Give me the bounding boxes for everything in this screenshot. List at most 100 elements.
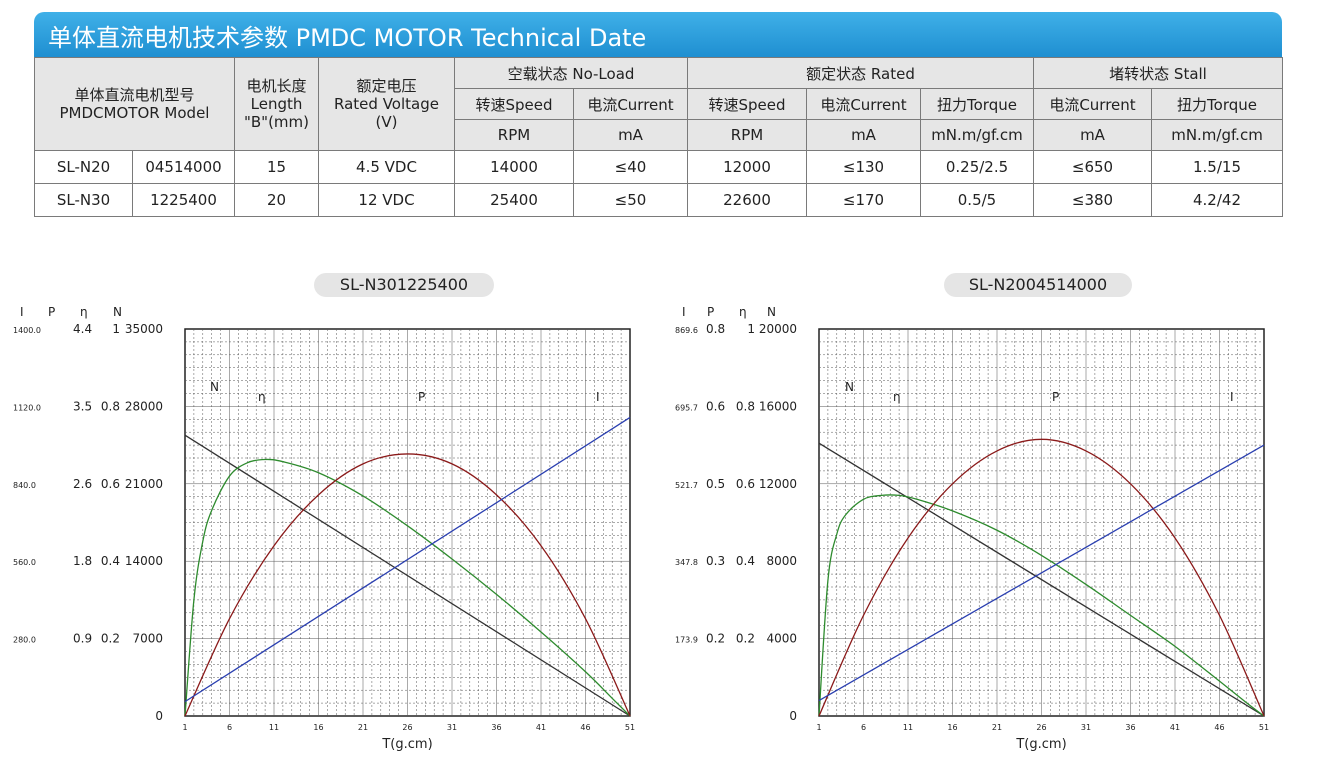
chart-title-left: SL-N301225400 <box>314 273 494 297</box>
rated-torque-header: 扭力Torque <box>920 88 1034 120</box>
x-tick-label: 21 <box>992 723 1002 732</box>
axis-header: N <box>113 305 122 319</box>
curve-label-P: P <box>418 390 425 404</box>
table-cell: 0.25/2.5 <box>920 150 1034 184</box>
model-label-en: PMDCMOTOR Model <box>59 104 210 122</box>
axis-header: η <box>739 305 747 319</box>
y-tick-label-i: 280.0 <box>13 636 36 645</box>
table-row: SL-N20 04514000 15 4.5 VDC 14000 ≤40 120… <box>34 150 1284 184</box>
x-tick-label: 11 <box>903 723 913 732</box>
x-tick-label: 1 <box>816 723 821 732</box>
table-cell: 04514000 <box>132 150 235 184</box>
y-tick-label-n: 14000 <box>125 554 163 568</box>
y-tick-label-p: 0.5 <box>706 477 725 491</box>
curve-label-N: N <box>210 380 219 394</box>
noload-speed-header: 转速Speed <box>454 88 574 120</box>
x-axis-label: T(g.cm) <box>381 737 432 752</box>
x-tick-label: 46 <box>1214 723 1224 732</box>
y-tick-label-n: 16000 <box>759 399 797 413</box>
table-cell: 20 <box>234 183 319 217</box>
y-tick-label-n: 21000 <box>125 477 163 491</box>
length-label-en: Length <box>250 95 303 113</box>
chart-title-right: SL-N2004514000 <box>944 273 1132 297</box>
y-tick-label-n: 7000 <box>132 632 163 646</box>
x-tick-label: 31 <box>447 723 457 732</box>
noload-speed-unit: RPM <box>454 119 574 151</box>
table-cell: 22600 <box>687 183 807 217</box>
x-axis-label: T(g.cm) <box>1015 737 1066 752</box>
y-tick-label-i: 840.0 <box>13 481 36 490</box>
series-line-eta <box>184 458 631 717</box>
y-tick-label-n: 0 <box>789 709 797 723</box>
y-tick-label-eta: 1 <box>112 322 120 336</box>
y-tick-label-i: 347.8 <box>675 558 698 567</box>
table-cell: SL-N30 <box>34 183 133 217</box>
curve-label-eta: η <box>258 390 266 404</box>
x-tick-label: 26 <box>1036 723 1046 732</box>
y-tick-label-i: 521.7 <box>675 481 698 490</box>
table-unit-row: RPM mA RPM mA mN.m/gf.cm mA mN.m/gf.cm <box>34 119 1284 151</box>
axis-header: P <box>707 305 714 319</box>
stall-torque-header: 扭力Torque <box>1150 88 1284 120</box>
table-header-row: 单体直流电机型号 PMDCMOTOR Model 电机长度 Length "B"… <box>34 57 1284 151</box>
y-tick-label-eta: 0.4 <box>736 554 755 568</box>
y-tick-label-n: 35000 <box>125 322 163 336</box>
x-tick-label: 1 <box>182 723 187 732</box>
y-tick-label-n: 8000 <box>766 554 797 568</box>
y-tick-label-p: 4.4 <box>73 322 92 336</box>
table-cell: 12 VDC <box>318 183 455 217</box>
x-tick-label: 16 <box>947 723 957 732</box>
curve-label-P: P <box>1052 390 1059 404</box>
table-cell: 4.5 VDC <box>318 150 455 184</box>
y-tick-label-i: 869.6 <box>675 326 698 335</box>
table-row: SL-N30 1225400 20 12 VDC 25400 ≤50 22600… <box>34 183 1284 217</box>
series-line-eta <box>818 494 1265 717</box>
y-tick-label-p: 0.3 <box>706 554 725 568</box>
y-tick-label-i: 1120.0 <box>13 403 41 412</box>
x-tick-label: 31 <box>1081 723 1091 732</box>
x-tick-label: 36 <box>1125 723 1135 732</box>
x-tick-label: 41 <box>1170 723 1180 732</box>
rated-torque-unit: mN.m/gf.cm <box>920 119 1034 151</box>
length-label-cn: 电机长度 <box>246 77 307 95</box>
x-tick-label: 6 <box>861 723 866 732</box>
model-label-cn: 单体直流电机型号 <box>74 86 195 104</box>
length-header: 电机长度 Length "B"(mm) <box>234 57 319 151</box>
table-cell: ≤650 <box>1033 150 1152 184</box>
y-tick-label-n: 12000 <box>759 477 797 491</box>
table-subheader-row: 转速Speed 电流Current 转速Speed 电流Current 扭力To… <box>34 88 1284 120</box>
stall-current-header: 电流Current <box>1033 88 1152 120</box>
x-tick-label: 26 <box>402 723 412 732</box>
table-cell: ≤170 <box>806 183 921 217</box>
y-tick-label-p: 1.8 <box>73 554 92 568</box>
y-tick-label-eta: 0.8 <box>101 399 120 413</box>
table-cell: SL-N20 <box>34 150 133 184</box>
rated-speed-unit: RPM <box>687 119 807 151</box>
table-cell: ≤380 <box>1033 183 1152 217</box>
y-tick-label-p: 2.6 <box>73 477 92 491</box>
table-cell: ≤50 <box>573 183 688 217</box>
table-cell: ≤40 <box>573 150 688 184</box>
curve-label-N: N <box>845 380 854 394</box>
y-tick-label-eta: 0.2 <box>736 632 755 646</box>
x-tick-label: 6 <box>227 723 232 732</box>
axis-header: P <box>48 305 55 319</box>
grid <box>185 329 630 716</box>
y-tick-label-p: 0.9 <box>73 632 92 646</box>
x-tick-label: 51 <box>625 723 635 732</box>
axis-header: η <box>80 305 88 319</box>
y-tick-label-p: 0.8 <box>706 322 725 336</box>
table-cell: 0.5/5 <box>920 183 1034 217</box>
table-cell: 14000 <box>454 150 574 184</box>
stall-current-unit: mA <box>1033 119 1152 151</box>
y-tick-label-p: 0.2 <box>706 632 725 646</box>
y-tick-label-eta: 0.6 <box>101 477 120 491</box>
series-line-I <box>184 416 631 703</box>
y-tick-label-n: 28000 <box>125 399 163 413</box>
y-tick-label-i: 560.0 <box>13 558 36 567</box>
noload-header: 空载状态 No-Load <box>454 57 688 89</box>
table-cell: 1225400 <box>132 183 235 217</box>
x-tick-label: 51 <box>1259 723 1269 732</box>
